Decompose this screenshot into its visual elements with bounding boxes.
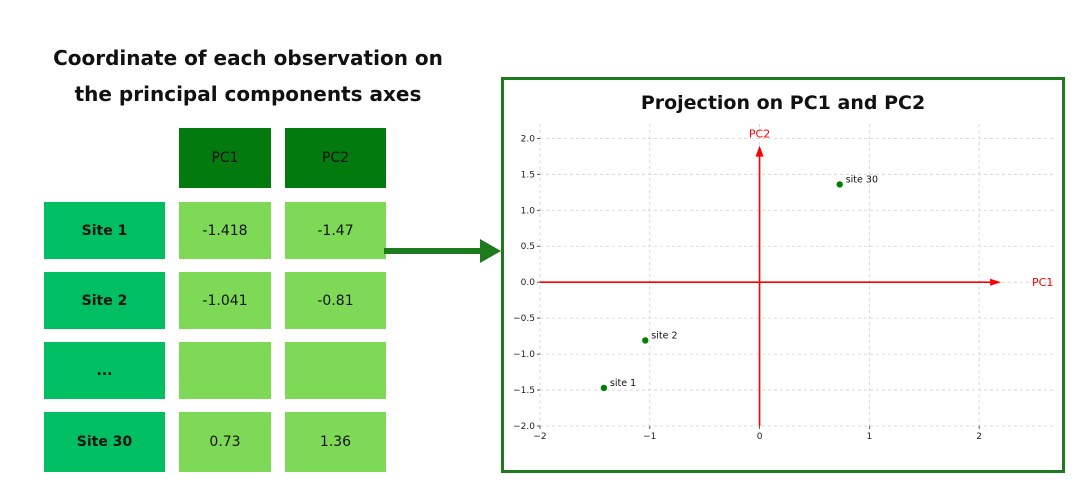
cell-ellipsis-pc2 xyxy=(285,342,386,399)
cell-site-2-pc2: -0.81 xyxy=(285,272,386,329)
cell-site-1-pc1: -1.418 xyxy=(179,202,271,259)
table-title-line1: Coordinate of each observation on xyxy=(53,46,443,70)
y-tick-label: −0.5 xyxy=(513,314,535,324)
pc1-axis-label: PC1 xyxy=(1032,276,1053,289)
y-tick-label: −2.0 xyxy=(513,422,535,432)
chart-title: Projection on PC1 and PC2 xyxy=(640,92,926,114)
data-point-label-2: site 2 xyxy=(651,330,677,341)
cell-site-1-pc2: -1.47 xyxy=(285,202,386,259)
y-tick-label: 2.0 xyxy=(521,134,536,144)
pc1-arrowhead-icon xyxy=(990,278,1002,286)
cell-site-2-pc1: -1.041 xyxy=(179,272,271,329)
scatter-plot: −2.0 −1.5 −1.0 −0.5 0.0 0.5 1.0 1.5 2.0 −2 −1 0 1 2 PC… xyxy=(513,124,1056,442)
y-tick-label: 0.5 xyxy=(521,242,535,252)
y-tick-label: −1.0 xyxy=(513,350,535,360)
data-point-2 xyxy=(642,337,649,344)
x-tick-label: 2 xyxy=(976,432,982,442)
cell-site-30-pc1: 0.73 xyxy=(179,412,271,472)
y-tick-label: 1.5 xyxy=(521,170,535,180)
cell-site-30-pc2: 1.36 xyxy=(285,412,386,472)
data-point-1 xyxy=(600,384,608,392)
pc2-axis-label: PC2 xyxy=(749,128,770,141)
y-tick-label: 1.0 xyxy=(521,206,536,216)
column-header-pc2: PC2 xyxy=(285,128,386,188)
table-title-line2: the principal components axes xyxy=(74,82,422,106)
chart-panel: Projection on PC1 and PC2 −2.0 −1.5 −1.0 −0… xyxy=(501,77,1065,473)
row-label-site-2: Site 2 xyxy=(44,272,165,329)
pc2-arrowhead-icon xyxy=(755,145,764,157)
data-point-label-3: site 30 xyxy=(846,174,878,185)
row-label-ellipsis: ... xyxy=(44,342,165,399)
data-point-3 xyxy=(836,181,843,188)
right-arrow-icon xyxy=(384,239,501,263)
x-tick-label: −2 xyxy=(533,432,546,442)
row-label-site-30: Site 30 xyxy=(44,412,165,472)
table-title: Coordinate of each observation on the pr… xyxy=(30,40,466,112)
data-point-label-1: site 1 xyxy=(610,378,636,389)
column-header-pc1: PC1 xyxy=(179,128,271,188)
x-tick-label: −1 xyxy=(643,432,656,442)
y-tick-label: 0.0 xyxy=(521,278,536,288)
row-label-site-1: Site 1 xyxy=(44,202,165,259)
cell-ellipsis-pc1 xyxy=(179,342,271,399)
x-tick-label: 1 xyxy=(866,432,872,442)
y-tick-label: −1.5 xyxy=(513,386,535,396)
x-tick-label: 0 xyxy=(757,432,763,442)
